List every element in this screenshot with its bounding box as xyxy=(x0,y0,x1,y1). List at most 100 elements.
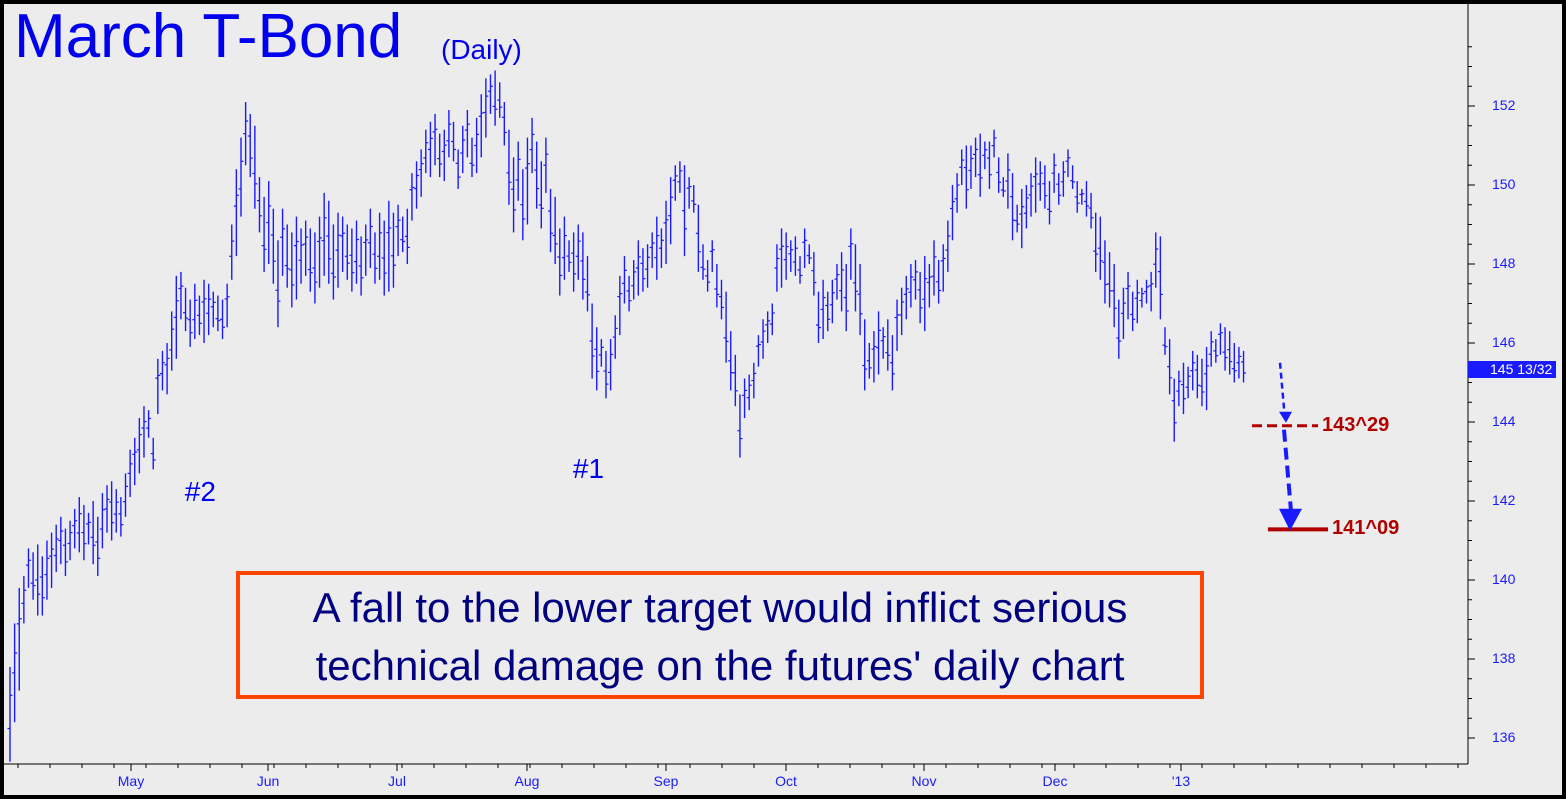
price-bar xyxy=(866,343,872,379)
price-bar xyxy=(136,418,142,474)
y-tick-label: 140 xyxy=(1492,571,1516,587)
x-axis-panel xyxy=(4,764,1468,795)
price-bar xyxy=(293,216,299,300)
price-bar xyxy=(857,264,863,336)
price-bar xyxy=(275,240,281,328)
price-bar xyxy=(367,208,373,268)
price-bar xyxy=(765,311,771,343)
price-bar xyxy=(1153,232,1159,288)
price-bar xyxy=(44,540,50,600)
price-bar xyxy=(1236,346,1242,379)
price-bar xyxy=(1241,350,1247,383)
price-bar xyxy=(880,327,886,359)
price-bar xyxy=(303,220,309,276)
price-bar xyxy=(737,394,743,458)
price-bar xyxy=(155,358,161,415)
price-bar xyxy=(520,169,526,241)
price-bar xyxy=(705,260,711,292)
price-bar xyxy=(1074,181,1080,213)
price-bar xyxy=(247,113,253,178)
price-bar xyxy=(580,232,586,300)
price-bar xyxy=(913,260,919,300)
x-tick-label: '13 xyxy=(1171,773,1191,789)
price-bar xyxy=(35,544,41,616)
price-bar xyxy=(742,378,748,419)
price-bar xyxy=(603,350,609,399)
price-bar xyxy=(487,74,493,114)
price-bar xyxy=(1042,165,1048,209)
price-bar xyxy=(39,556,45,616)
price-bar xyxy=(903,275,909,320)
price-bar xyxy=(732,354,738,407)
price-bar xyxy=(718,279,724,320)
price-bar xyxy=(506,129,512,205)
price-bar xyxy=(432,113,438,166)
price-bar xyxy=(996,157,1002,193)
price-bar xyxy=(418,149,424,197)
price-bars xyxy=(7,70,1247,762)
price-bar xyxy=(113,489,119,533)
price-bar xyxy=(825,291,831,332)
price-bar xyxy=(991,129,997,158)
price-bar xyxy=(372,232,378,284)
price-bar xyxy=(400,216,406,253)
price-bar xyxy=(1047,181,1052,225)
price-bar xyxy=(1028,173,1034,217)
price-bar xyxy=(1194,354,1200,399)
price-bar xyxy=(1185,366,1191,399)
price-bar xyxy=(802,228,808,268)
last-price-tag: 145 13/32 xyxy=(1468,361,1556,378)
price-bar xyxy=(843,264,849,332)
price-bar xyxy=(446,109,452,158)
price-bar xyxy=(437,133,443,178)
price-bar xyxy=(280,208,286,276)
price-bar xyxy=(492,70,498,126)
price-bar xyxy=(1176,370,1182,407)
price-bar xyxy=(899,287,905,336)
price-bar xyxy=(233,169,239,257)
price-bar xyxy=(543,137,549,193)
price-bar xyxy=(229,224,235,280)
target-overlay xyxy=(1252,362,1328,532)
price-bar xyxy=(58,516,64,565)
price-bar xyxy=(612,315,618,359)
price-bar xyxy=(723,291,729,363)
price-bar xyxy=(755,335,761,367)
projection-arrowhead-small xyxy=(1279,411,1292,423)
price-bar xyxy=(414,161,420,209)
price-bar xyxy=(529,117,535,174)
price-bar xyxy=(390,212,396,288)
price-bar xyxy=(760,319,766,359)
price-bar xyxy=(852,244,858,312)
price-bar xyxy=(617,275,623,336)
y-tick-label: 138 xyxy=(1492,650,1516,666)
swing-label: #2 xyxy=(184,476,216,507)
price-bar xyxy=(1000,177,1006,197)
price-bar xyxy=(1139,287,1145,308)
price-bar xyxy=(423,129,429,174)
x-tick-label: Oct xyxy=(775,773,797,789)
price-bar xyxy=(99,493,105,549)
price-bar xyxy=(270,208,276,284)
price-bar xyxy=(871,331,877,383)
price-bar xyxy=(159,350,165,391)
x-tick-label: Sep xyxy=(653,773,679,789)
price-bar xyxy=(1180,362,1186,415)
price-bar xyxy=(1227,331,1233,375)
price-bar xyxy=(885,319,891,371)
price-bar xyxy=(548,188,554,253)
price-bar xyxy=(691,185,697,213)
price-bar xyxy=(806,244,812,264)
price-bar xyxy=(585,256,590,312)
price-bar xyxy=(746,374,752,411)
price-bar xyxy=(552,196,558,264)
price-bar xyxy=(1107,252,1113,308)
price-bar xyxy=(118,497,124,537)
price-bar xyxy=(53,524,59,573)
price-bar xyxy=(469,137,475,178)
price-bar xyxy=(1111,264,1117,328)
price-bar xyxy=(427,121,433,178)
price-bar xyxy=(682,165,688,257)
x-tick-label: May xyxy=(117,773,145,789)
